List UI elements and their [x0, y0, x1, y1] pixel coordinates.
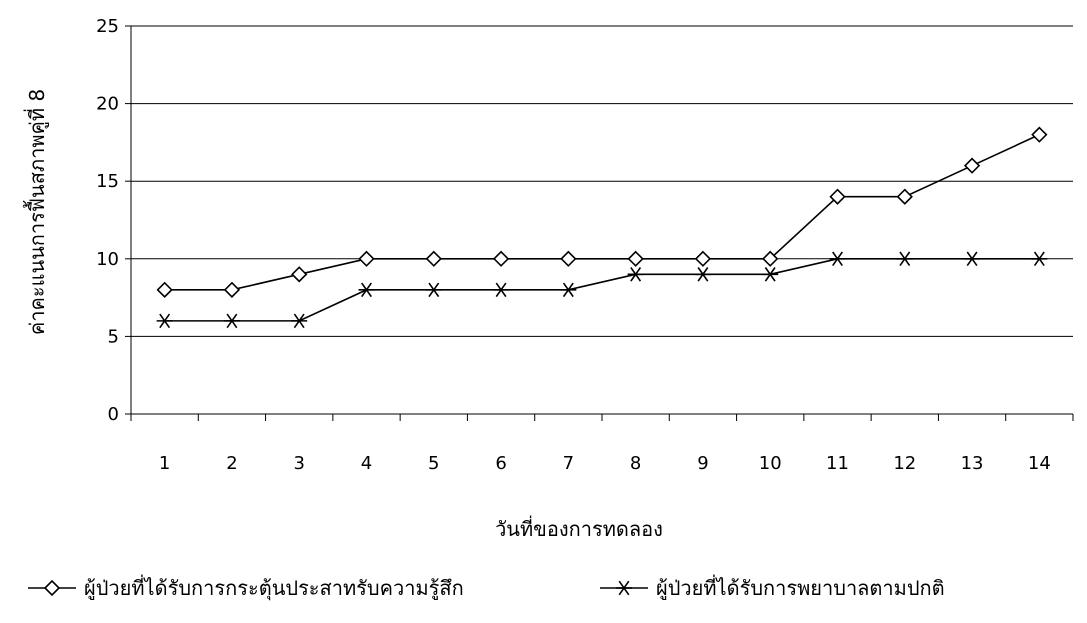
series-1-point-8 — [627, 250, 644, 267]
series-1-point-14 — [1031, 126, 1048, 143]
series-2-point-4-d2 — [361, 282, 372, 298]
series-2-point-8 — [627, 267, 644, 282]
series-1-point-4 — [358, 250, 375, 267]
series-2 — [156, 251, 1048, 329]
series-2-point-12-d2 — [899, 251, 911, 267]
y-tick-label-15: 15 — [96, 171, 119, 192]
series-1-point-5 — [425, 250, 442, 267]
series-1-point-1 — [156, 281, 173, 298]
x-axis-title: วันที่ของการทดลอง — [495, 515, 663, 541]
series-2-point-1-d2 — [159, 313, 171, 329]
series-2-point-8-d2 — [630, 267, 642, 282]
series-1-point-13 — [963, 157, 981, 174]
series-2-point-14 — [1031, 251, 1048, 267]
x-tick-label-6: 6 — [495, 453, 506, 474]
series-2-point-11-d2 — [832, 251, 843, 267]
series-2-point-13 — [964, 251, 981, 267]
x-tick-label-13: 13 — [961, 453, 984, 474]
axes — [130, 26, 1073, 415]
series-1 — [156, 126, 1048, 298]
series-1-point-12 — [896, 188, 913, 205]
series-2-point-5 — [425, 282, 442, 298]
series-2-line — [164, 257, 1040, 322]
x-tick-label-4: 4 — [361, 453, 372, 474]
x-tick-label-5: 5 — [428, 453, 439, 474]
y-axis-title: ค่าคะแนนการฟื้นสภาพคู่ที่ 8 — [23, 89, 50, 335]
legend-label-2: ผู้ป่วยที่ได้รับการพยาบาลตามปกติ — [656, 574, 945, 601]
legend-label-1: ผู้ป่วยที่ได้รับการกระตุ้นประสาทรับความร… — [84, 574, 464, 601]
x-tick-label-10: 10 — [759, 453, 782, 474]
series-2-point-4 — [358, 282, 375, 298]
y-tick-label-20: 20 — [96, 94, 119, 115]
series-2-point-5-d2 — [428, 282, 440, 298]
series-1-point-7 — [560, 250, 577, 267]
x-axis-ticks: 1 2 3 4 5 6 7 8 9 10 11 12 13 14 — [130, 414, 1074, 474]
series-layer — [156, 126, 1048, 329]
series-2-point-6-d2 — [495, 282, 507, 298]
series-2-point-10-d2 — [764, 267, 776, 282]
x-tick-label-2: 2 — [226, 453, 237, 474]
series-2-point-7-d2 — [562, 282, 574, 298]
x-tick-label-11: 11 — [826, 453, 849, 474]
legend-item-1: ผู้ป่วยที่ได้รับการกระตุ้นประสาทรับความร… — [28, 574, 464, 601]
x-tick-label-8: 8 — [630, 453, 641, 474]
series-1-point-6 — [492, 250, 510, 267]
x-tick-label-1: 1 — [159, 453, 170, 474]
series-1-point-10 — [762, 250, 779, 267]
series-1-point-9 — [694, 250, 712, 267]
legend-marker-2-d2 — [618, 580, 630, 596]
y-tick-label-5: 5 — [108, 326, 119, 347]
series-2-point-2 — [223, 313, 240, 329]
series-1-point-11 — [829, 188, 846, 205]
x-tick-label-14: 14 — [1028, 453, 1051, 474]
series-2-point-9-d2 — [697, 267, 709, 282]
legend: ผู้ป่วยที่ได้รับการกระตุ้นประสาทรับความร… — [28, 574, 945, 601]
legend-marker-2 — [616, 580, 632, 596]
series-2-point-3 — [291, 313, 308, 329]
series-2-point-7 — [560, 282, 577, 298]
legend-item-2: ผู้ป่วยที่ได้รับการพยาบาลตามปกติ — [600, 574, 945, 601]
series-2-point-11 — [829, 251, 846, 267]
series-1-point-3 — [291, 266, 308, 283]
series-2-point-3-d2 — [293, 313, 305, 329]
series-1-point-2 — [223, 281, 241, 298]
series-2-point-6 — [493, 282, 510, 298]
x-tick-label-7: 7 — [563, 453, 574, 474]
x-tick-label-12: 12 — [893, 453, 916, 474]
gridlines — [131, 25, 1073, 337]
series-2-point-10 — [762, 267, 779, 282]
series-2-point-1 — [156, 313, 173, 329]
series-2-point-13-d2 — [966, 251, 978, 267]
y-tick-label-10: 10 — [96, 249, 119, 270]
x-tick-label-9: 9 — [697, 453, 708, 474]
series-1-line — [164, 133, 1040, 291]
y-axis-ticks: 0 5 10 15 20 25 — [96, 16, 131, 425]
y-tick-label-0: 0 — [108, 404, 119, 425]
x-tick-label-3: 3 — [293, 453, 304, 474]
legend-marker-1 — [43, 579, 61, 597]
y-tick-label-25: 25 — [96, 16, 119, 37]
series-2-point-9 — [694, 267, 711, 282]
series-2-point-2-d2 — [226, 313, 238, 329]
series-2-point-12 — [896, 251, 913, 267]
series-2-point-14-d2 — [1033, 251, 1045, 267]
